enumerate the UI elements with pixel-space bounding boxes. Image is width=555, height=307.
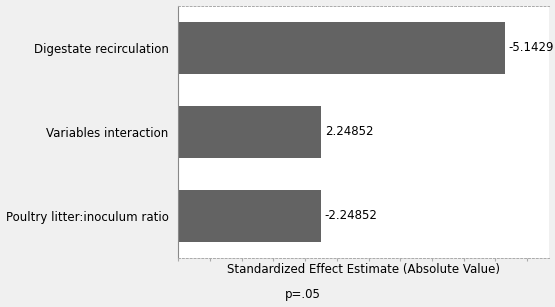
Bar <box>178 190 321 242</box>
Bar <box>178 21 504 74</box>
Text: 2.24852: 2.24852 <box>325 125 373 138</box>
X-axis label: Standardized Effect Estimate (Absolute Value): Standardized Effect Estimate (Absolute V… <box>228 263 500 276</box>
Text: p=.05: p=.05 <box>285 289 321 301</box>
Text: -2.24852: -2.24852 <box>325 209 377 222</box>
Bar <box>178 106 321 158</box>
Text: -5.1429: -5.1429 <box>508 41 554 54</box>
